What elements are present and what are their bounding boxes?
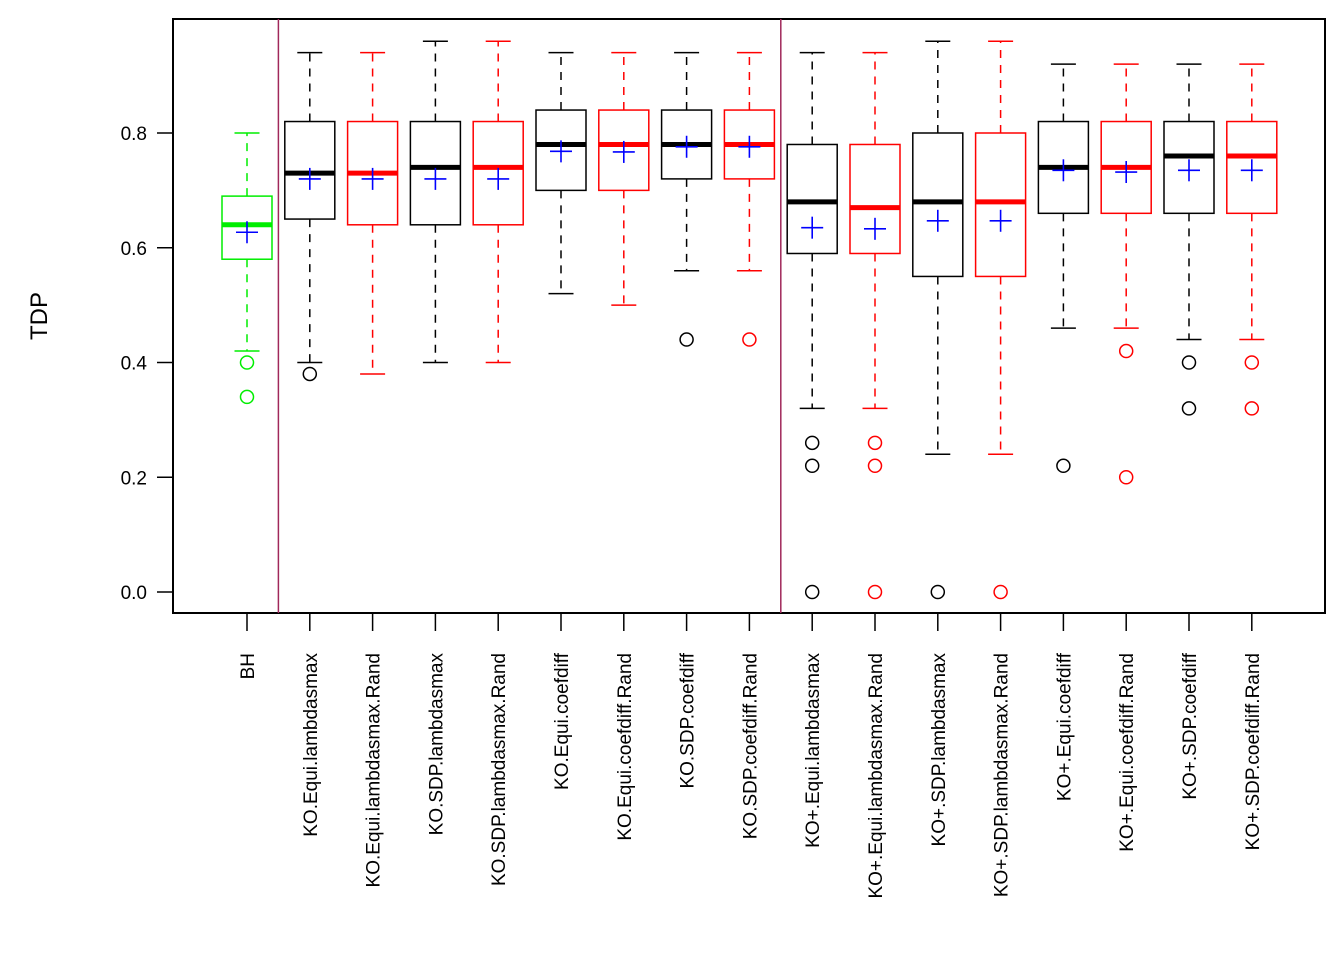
outlier-point — [239, 355, 255, 370]
outlier-point — [804, 584, 820, 600]
outlier-point — [1244, 355, 1260, 370]
x-tick-label: KO+.SDP.lambdasmax.Rand — [992, 653, 1013, 897]
outlier-point — [804, 435, 820, 451]
x-tick-label: KO.Equi.lambdasmax.Rand — [364, 653, 385, 887]
x-tick-label: KO+.Equi.coefdiff — [1054, 652, 1075, 801]
y-tick-label: 0.6 — [121, 239, 147, 260]
box-KO+.SDP.lambdasmax — [912, 40, 964, 600]
y-axis: 0.0 0.2 0.4 0.6 0.8 — [121, 124, 173, 604]
outlier-point — [302, 366, 318, 382]
x-tick-label: KO.SDP.lambdasmax — [426, 653, 447, 836]
outlier-point — [867, 584, 883, 600]
y-tick-label: 0.8 — [121, 124, 147, 145]
boxes — [221, 40, 1278, 600]
x-tick-label: KO+.SDP.coefdiff.Rand — [1243, 653, 1264, 850]
outlier-point — [742, 332, 757, 347]
outlier-point — [1244, 401, 1260, 416]
box-KO.SDP.coefdiff — [660, 51, 713, 347]
x-tick-label: KO.Equi.coefdiff — [552, 652, 573, 790]
box-KO+.Equi.coefdiff — [1037, 63, 1090, 474]
outlier-point — [867, 458, 883, 474]
box-KO+.Equi.coefdiff.Rand — [1100, 63, 1152, 485]
x-tick-label: BH — [238, 653, 259, 679]
x-axis: BH KO.Equi.lambdasmax KO.Equi.lambdasmax.R… — [238, 613, 1264, 899]
y-axis-title: TDP — [26, 292, 53, 340]
box-KO+.SDP.coefdiff.Rand — [1226, 63, 1278, 416]
y-tick-label: 0.4 — [121, 354, 148, 375]
outlier-point — [1181, 401, 1197, 416]
iqr-box — [912, 132, 964, 278]
x-tick-label: KO.SDP.lambdasmax.Rand — [489, 653, 510, 886]
box-BH — [221, 132, 273, 405]
box-KO.Equi.coefdiff.Rand — [598, 51, 650, 306]
box-KO+.SDP.lambdasmax.Rand — [974, 40, 1027, 600]
outlier-point — [1181, 355, 1197, 370]
x-tick-label: KO+.Equi.lambdasmax.Rand — [866, 653, 887, 899]
x-tick-label: KO.Equi.coefdiff.Rand — [615, 653, 636, 841]
outlier-point — [679, 332, 694, 347]
box-KO.SDP.lambdasmax.Rand — [472, 40, 524, 364]
outlier-point — [1118, 470, 1134, 485]
x-tick-label: KO.SDP.coefdiff — [678, 652, 699, 788]
group-separators — [277, 19, 782, 613]
x-tick-label: KO.SDP.coefdiff.Rand — [740, 653, 761, 839]
outlier-point — [1056, 458, 1071, 474]
y-tick-label: 0.0 — [121, 583, 147, 604]
box-KO.Equi.coefdiff — [535, 51, 587, 295]
outlier-point — [867, 435, 883, 451]
outlier-point — [239, 389, 255, 405]
outlier-point — [930, 584, 946, 600]
x-tick-label: KO+.Equi.coefdiff.Rand — [1117, 653, 1138, 852]
y-tick-label: 0.2 — [121, 468, 147, 489]
box-KO.Equi.lambdasmax — [284, 51, 336, 382]
outlier-point — [804, 458, 820, 474]
box-KO+.SDP.coefdiff — [1163, 63, 1215, 416]
x-tick-label: KO.Equi.lambdasmax — [301, 653, 322, 837]
box-KO+.Equi.lambdasmax.Rand — [849, 51, 901, 600]
outlier-point — [1118, 343, 1134, 359]
outlier-point — [993, 584, 1008, 600]
x-tick-label: KO+.SDP.coefdiff — [1180, 652, 1201, 799]
box-KO.SDP.lambdasmax — [409, 40, 462, 364]
x-tick-label: KO+.Equi.lambdasmax — [803, 653, 824, 848]
x-tick-label: KO+.SDP.lambdasmax — [929, 653, 950, 847]
iqr-box — [974, 132, 1027, 278]
box-KO.SDP.coefdiff.Rand — [723, 51, 776, 347]
box-KO.Equi.lambdasmax.Rand — [346, 51, 399, 375]
box-KO+.Equi.lambdasmax — [786, 51, 838, 600]
